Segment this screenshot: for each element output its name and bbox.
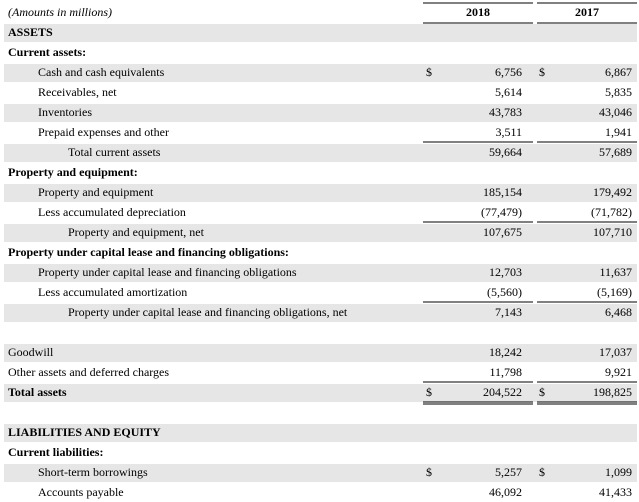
row-shade (4, 24, 637, 42)
row-label: LIABILITIES AND EQUITY (8, 425, 161, 439)
row-label: Total current assets (68, 145, 161, 159)
column-header: 2017 (575, 5, 599, 19)
value: 185,154 (483, 185, 522, 199)
value: 17,037 (599, 345, 632, 359)
value: 3,511 (495, 125, 522, 139)
row-label: Current liabilities: (8, 445, 103, 459)
currency: $ (426, 465, 432, 479)
row-shade (4, 344, 637, 362)
value: 179,492 (593, 185, 632, 199)
row-label: Property under capital lease and financi… (68, 305, 348, 319)
row-shade (4, 224, 637, 242)
row-shade (4, 144, 637, 162)
value: 43,783 (489, 105, 522, 119)
value: 1,099 (605, 465, 632, 479)
row-shade (4, 64, 637, 82)
row-shade (4, 264, 637, 282)
value: 5,614 (495, 85, 522, 99)
row-shade (4, 184, 637, 202)
value: 12,703 (489, 265, 522, 279)
currency: $ (426, 65, 432, 79)
row-label: Other assets and deferred charges (8, 365, 169, 379)
value: 43,046 (599, 105, 632, 119)
row-shade (4, 464, 637, 482)
value: 11,798 (489, 365, 522, 379)
value: 6,867 (605, 65, 632, 79)
row-label: ASSETS (8, 25, 53, 39)
currency: $ (539, 385, 545, 399)
value: 204,522 (483, 385, 522, 399)
currency: $ (539, 65, 545, 79)
row-label: Property and equipment: (8, 165, 138, 179)
row-label: Current assets: (8, 45, 86, 59)
value: 107,710 (593, 225, 632, 239)
row-label: Short-term borrowings (38, 465, 148, 479)
value: (5,169) (597, 285, 632, 299)
value: (5,560) (487, 285, 522, 299)
value: 9,921 (605, 365, 632, 379)
row-label: Property under capital lease and financi… (38, 265, 297, 279)
units-note: (Amounts in millions) (8, 5, 112, 19)
currency: $ (426, 385, 432, 399)
value: 6,756 (495, 65, 522, 79)
row-label: Accounts payable (38, 485, 124, 499)
row-label: Less accumulated depreciation (38, 205, 186, 219)
row-label: Cash and cash equivalents (38, 65, 165, 79)
value: 46,092 (489, 485, 522, 499)
value: 198,825 (593, 385, 632, 399)
row-label: Property and equipment (38, 185, 154, 199)
value: 107,675 (483, 225, 522, 239)
value: 57,689 (599, 145, 632, 159)
row-label: Receivables, net (38, 85, 117, 99)
row-label: Total assets (8, 385, 67, 399)
row-label: Property under capital lease and financi… (8, 245, 289, 259)
value: 5,835 (605, 85, 632, 99)
value: 18,242 (489, 345, 522, 359)
value: 59,664 (489, 145, 522, 159)
row-label: Less accumulated amortization (38, 285, 187, 299)
value: (71,782) (591, 205, 632, 219)
value: 7,143 (495, 305, 522, 319)
column-header: 2018 (466, 5, 490, 19)
value: (77,479) (481, 205, 522, 219)
value: 41,433 (599, 485, 632, 499)
value: 5,257 (495, 465, 522, 479)
row-label: Goodwill (8, 345, 54, 359)
row-label: Prepaid expenses and other (38, 125, 169, 139)
value: 6,468 (605, 305, 632, 319)
value: 1,941 (605, 125, 632, 139)
row-label: Inventories (38, 105, 92, 119)
row-label: Property and equipment, net (68, 225, 205, 239)
row-shade (4, 104, 637, 122)
row-shade (4, 424, 637, 442)
value: 11,637 (599, 265, 632, 279)
currency: $ (539, 465, 545, 479)
row-shade (4, 304, 637, 322)
row-shade (4, 384, 637, 402)
